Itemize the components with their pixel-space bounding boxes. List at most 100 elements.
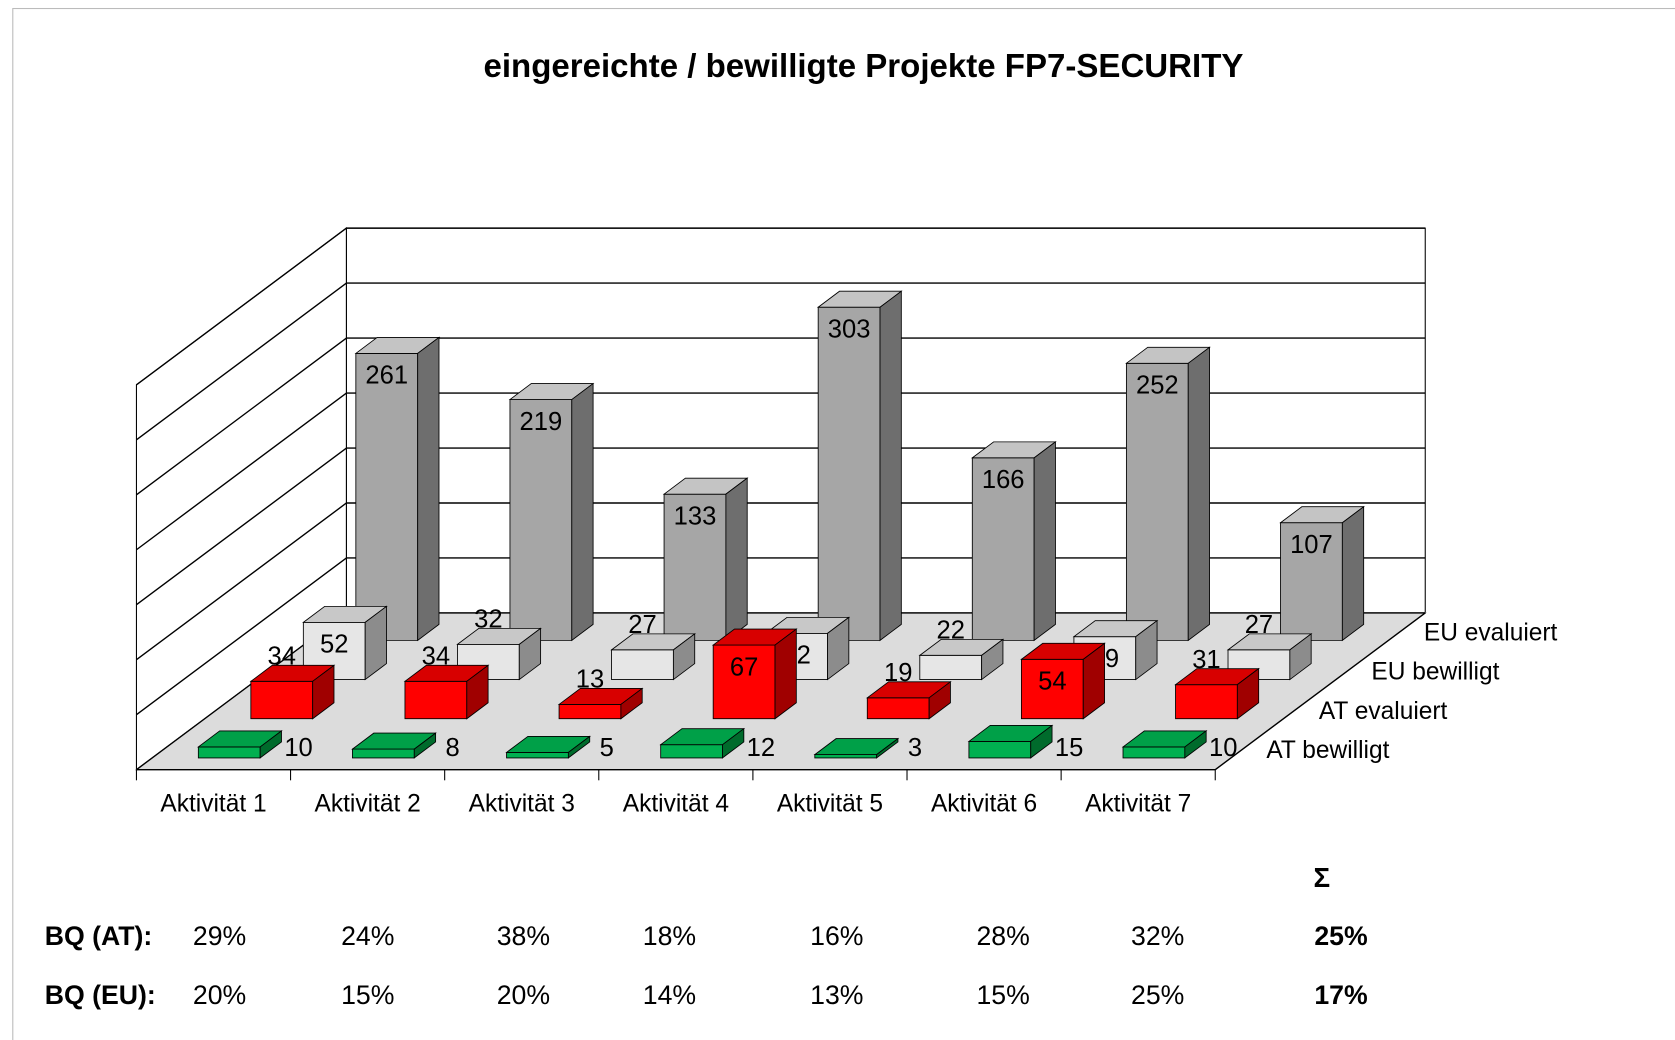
x-tick-label: Aktivität 4 — [623, 790, 729, 817]
bar-side — [722, 727, 745, 759]
x-tick-label: Aktivität 7 — [1085, 790, 1191, 817]
bar-side — [1030, 724, 1053, 759]
data-label: 261 — [365, 362, 408, 390]
table-sum-header: Σ — [1314, 862, 1331, 893]
data-label: 10 — [1209, 734, 1237, 762]
bar-front — [355, 352, 419, 641]
bar-front — [919, 654, 983, 680]
bar-front — [814, 754, 878, 759]
bar — [659, 727, 746, 759]
bar-side — [876, 737, 899, 759]
bar-side — [928, 680, 951, 720]
bar-side — [518, 627, 542, 681]
bar-side — [466, 664, 489, 720]
bar-front — [817, 306, 881, 641]
table-row-label: BQ (AT): — [45, 921, 153, 951]
bar-side — [1082, 642, 1105, 720]
data-label: 31 — [1192, 646, 1220, 674]
data-label: 22 — [936, 617, 964, 645]
table-cell: 15% — [341, 980, 394, 1010]
data-label: 12 — [747, 734, 775, 762]
bar-side — [1289, 633, 1312, 681]
bar-side — [567, 735, 591, 759]
data-label: 8 — [446, 734, 460, 762]
bar-side — [1033, 441, 1056, 642]
bar — [557, 687, 644, 720]
bar-front — [611, 649, 674, 680]
grid-line — [136, 227, 1426, 386]
bar — [508, 382, 595, 642]
data-label: 133 — [674, 502, 717, 530]
table-cell: 15% — [976, 980, 1029, 1010]
bar — [918, 638, 1005, 681]
bar — [1020, 642, 1106, 720]
bar-front — [197, 746, 261, 759]
bar-front — [660, 744, 723, 759]
bar — [1125, 346, 1211, 642]
x-tick-label: Aktivität 6 — [931, 790, 1037, 817]
bar-front — [404, 680, 468, 720]
x-tick-label: Aktivität 1 — [160, 790, 266, 817]
data-label: 19 — [884, 659, 912, 687]
bar-front — [1122, 746, 1186, 759]
bar — [813, 737, 900, 759]
bar — [197, 730, 283, 759]
bar — [505, 735, 591, 759]
grid-line — [136, 282, 1426, 441]
data-label: 13 — [576, 666, 604, 694]
data-label: 52 — [320, 631, 348, 659]
data-label: 34 — [422, 643, 450, 671]
bar — [711, 628, 798, 720]
bar-side — [981, 638, 1004, 681]
bar-side — [1135, 619, 1158, 681]
table-cell: 32% — [1131, 921, 1184, 951]
table-cell: 24% — [341, 921, 394, 951]
x-tick-label: Aktivität 5 — [777, 790, 883, 817]
table-cell: 20% — [193, 980, 246, 1010]
data-label: 34 — [268, 643, 296, 671]
bar — [662, 477, 749, 642]
legend-label: EU evaluiert — [1424, 619, 1558, 646]
grid-line — [136, 502, 1426, 661]
table-cell: 18% — [643, 921, 696, 951]
table-cell: 14% — [643, 980, 696, 1010]
bar — [354, 336, 441, 642]
bar — [1174, 667, 1260, 720]
data-label: 252 — [1136, 372, 1179, 400]
legend-label: EU bewilligt — [1371, 659, 1499, 686]
table-cell: 29% — [193, 921, 246, 951]
table-cell: 20% — [497, 980, 550, 1010]
data-label: 27 — [628, 611, 656, 639]
data-label: 27 — [1245, 611, 1273, 639]
table-cell: 38% — [497, 921, 550, 951]
bar-front — [352, 748, 415, 759]
grid-line — [136, 337, 1426, 496]
bar-front — [1125, 362, 1189, 641]
grid-line — [136, 392, 1426, 551]
bar — [866, 680, 952, 720]
bar-front — [968, 740, 1032, 759]
grid-line — [136, 447, 1426, 606]
grid-line — [136, 557, 1426, 716]
bar-front — [506, 751, 569, 759]
bar-front — [558, 704, 622, 720]
table-cell: 16% — [810, 921, 863, 951]
data-label: 54 — [1038, 668, 1066, 696]
bar — [403, 664, 490, 720]
bar-side — [620, 687, 643, 720]
bar-side — [1184, 730, 1207, 759]
bar — [816, 290, 903, 642]
bar-side — [571, 382, 594, 642]
x-tick-label: Aktivität 2 — [315, 790, 421, 817]
bar — [302, 605, 388, 681]
data-label: 10 — [284, 734, 312, 762]
chart-title: eingereichte / bewilligte Projekte FP7-S… — [483, 48, 1243, 85]
bar — [967, 724, 1054, 759]
bar-side — [259, 730, 282, 759]
data-label: 166 — [982, 466, 1025, 494]
bar — [1121, 730, 1208, 759]
x-tick-label: Aktivität 3 — [469, 790, 575, 817]
bar-side — [364, 605, 387, 681]
bar-front — [250, 680, 314, 720]
frame — [12, 7, 1675, 1040]
